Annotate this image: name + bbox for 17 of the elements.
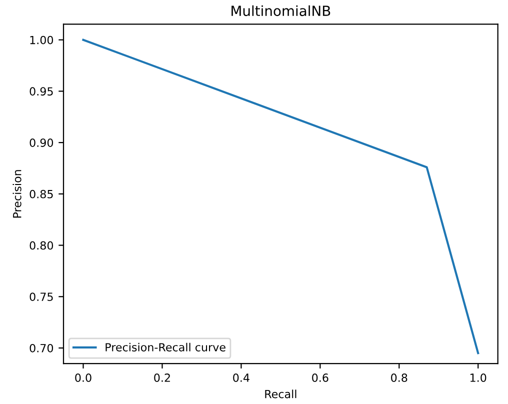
- y-tick-label: 0.80: [30, 241, 54, 250]
- x-tick-label: 0.8: [391, 374, 408, 382]
- legend-label: Precision-Recall curve: [106, 342, 226, 352]
- y-tick-label: 0.70: [30, 344, 54, 352]
- x-tick-label: 0.0: [75, 374, 92, 382]
- x-tick-label: 0.6: [312, 374, 328, 382]
- y-tick-label: 0.85: [30, 190, 53, 198]
- x-tick-label: 0.4: [233, 374, 250, 382]
- chart-title: MultinomialNB: [232, 5, 330, 16]
- y-tick-label: 1.00: [30, 36, 54, 44]
- x-tick-label: 0.2: [154, 374, 170, 382]
- y-tick-label: 0.75: [30, 292, 53, 302]
- x-axis-title: Recall: [265, 390, 296, 398]
- x-tick-label: 1.0: [470, 374, 486, 382]
- y-tick-label: 0.95: [30, 87, 53, 96]
- y-tick-label: 0.90: [30, 138, 54, 147]
- y-axis-title: Precision: [12, 170, 22, 218]
